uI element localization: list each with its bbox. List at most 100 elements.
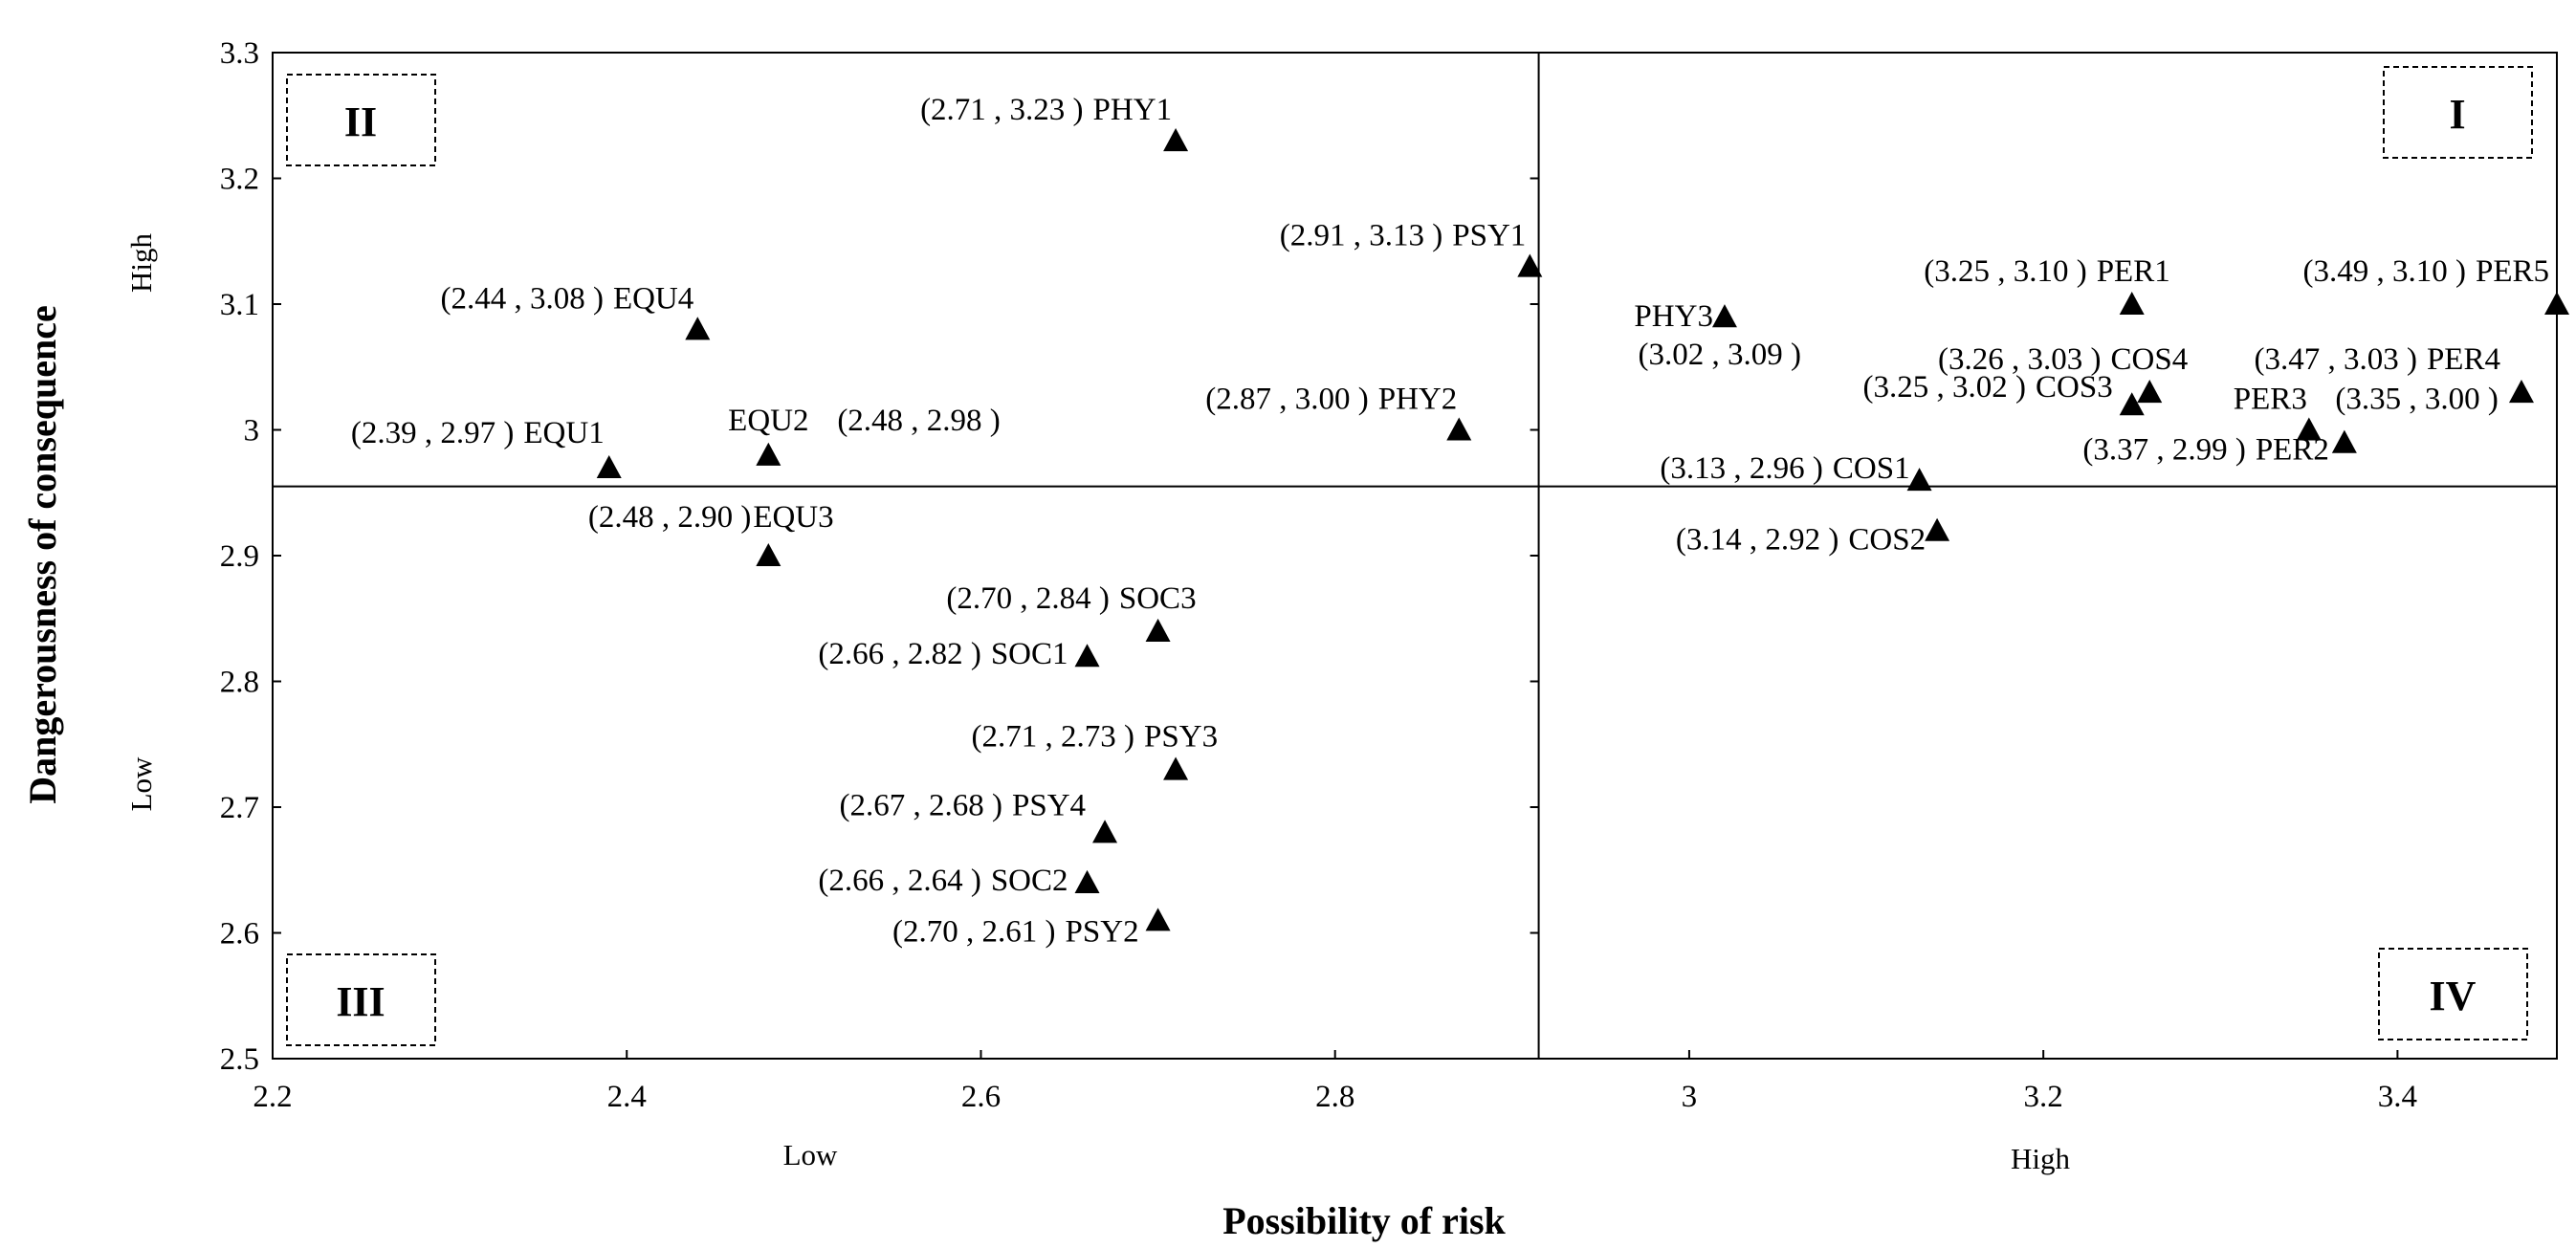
point-marker-cos4 (2137, 380, 2163, 404)
point-marker-soc1 (1074, 644, 1100, 668)
point-name-label: SOC2 (991, 864, 1068, 898)
point-name-label: PHY1 (1093, 93, 1173, 127)
point-name-label: EQU3 (753, 500, 833, 535)
point-name-label: PER3 (2234, 383, 2307, 417)
point-coord-label: (3.02 , 3.09 ) (1638, 338, 1800, 372)
point-coord-label: (3.49 , 3.10 ) (2302, 254, 2465, 289)
x-tick-label: 2.8 (1315, 1080, 1354, 1114)
x-tick-label: 3 (1682, 1080, 1698, 1114)
point-coord-label: (2.71 , 2.73 ) (972, 720, 1134, 755)
point-name-label: PER4 (2427, 342, 2500, 377)
quadrant-box-ii (286, 74, 436, 166)
point-marker-equ4 (685, 317, 711, 340)
y-tick-label: 2.6 (220, 917, 259, 952)
point-name-label: PHY3 (1634, 299, 1713, 334)
point-name-label: PSY4 (1012, 788, 1086, 822)
point-coord-label: (2.48 , 2.90 ) (588, 500, 751, 535)
y-high-label: High (124, 233, 158, 294)
point-name-label: PER1 (2097, 254, 2170, 289)
point-marker-per3 (2296, 417, 2322, 441)
y-tick-label: 3.2 (220, 163, 259, 197)
x-axis-title: Possibility of risk (1222, 1199, 1506, 1242)
point-coord-label: (3.35 , 3.00 ) (2335, 383, 2498, 417)
point-marker-per4 (2508, 380, 2534, 404)
x-tick-label: 3.2 (2024, 1080, 2063, 1114)
point-marker-equ1 (596, 454, 622, 478)
y-tick-label: 3 (244, 414, 260, 449)
y-axis-title: Dangerousness of consequence (21, 305, 64, 804)
quadrant-box-iii (286, 953, 436, 1046)
y-tick-label: 2.9 (220, 539, 259, 574)
point-coord-label: (2.66 , 2.64 ) (818, 864, 980, 898)
x-high-label: High (2011, 1142, 2071, 1175)
x-axis-ticks: 2.2 2.4 2.6 2.8 3 3.2 3.4 (253, 1050, 2417, 1114)
point-marker-equ2 (756, 442, 782, 466)
y-tick-label: 2.5 (220, 1042, 259, 1077)
point-coord-label: (2.44 , 3.08 ) (440, 281, 603, 316)
quadrant-label-iii: III (336, 978, 385, 1025)
point-marker-phy2 (1446, 417, 1472, 441)
point-coord-label: (2.91 , 3.13 ) (1280, 219, 1442, 253)
point-coord-label: (3.25 , 3.02 ) (1863, 370, 2026, 405)
point-name-label: EQU2 (728, 404, 808, 438)
point-name-label: COS1 (1833, 451, 1910, 486)
point-marker-phy1 (1163, 128, 1189, 152)
x-tick-label: 2.2 (253, 1080, 292, 1114)
point-marker-psy2 (1145, 908, 1171, 931)
point-coord-label: (3.47 , 3.03 ) (2254, 342, 2416, 377)
point-name-label: PER2 (2256, 433, 2329, 468)
point-coord-label: (2.87 , 3.00 ) (1205, 383, 1368, 417)
point-marker-per2 (2331, 429, 2357, 453)
point-name-label: PSY2 (1066, 914, 1139, 949)
quadrant-label-i: I (2449, 91, 2465, 138)
point-coord-label: (2.67 , 2.68 ) (840, 788, 1002, 822)
point-marker-psy1 (1517, 253, 1543, 277)
point-name-label: PER5 (2476, 254, 2549, 289)
y-tick-label: 2.8 (220, 666, 259, 700)
point-coord-label: (3.25 , 3.10 ) (1924, 254, 2086, 289)
point-name-label: EQU1 (523, 416, 604, 450)
point-coord-label: (3.37 , 2.99 ) (2082, 433, 2245, 468)
point-coord-label: (3.14 , 2.92 ) (1676, 523, 1838, 558)
quadrant-label-iv: IV (2430, 973, 2477, 1019)
point-marker-cos1 (1906, 468, 1932, 492)
point-coord-label: (3.26 , 3.03 ) (1938, 342, 2101, 377)
point-marker-soc2 (1074, 869, 1100, 893)
point-marker-soc3 (1145, 618, 1171, 642)
y-tick-label: 3.3 (220, 36, 259, 71)
quadrant-label-ii: II (344, 99, 377, 145)
point-name-label: EQU4 (613, 281, 694, 316)
quadrant-box-iv (2378, 948, 2528, 1040)
point-name-label: COS4 (2111, 342, 2189, 377)
point-name-label: PSY1 (1452, 219, 1526, 253)
point-coord-label: (2.66 , 2.82 ) (818, 637, 980, 671)
quadrant-box-i (2383, 66, 2533, 159)
x-tick-label: 2.6 (961, 1080, 1001, 1114)
point-coord-label: (3.13 , 2.96 ) (1660, 451, 1822, 486)
point-coord-label: (2.71 , 3.23 ) (920, 93, 1083, 127)
point-marker-psy3 (1163, 756, 1189, 780)
y-low-label: Low (124, 756, 158, 811)
point-name-label: COS3 (2036, 370, 2113, 405)
point-coord-label: (2.70 , 2.61 ) (892, 914, 1055, 949)
point-name-label: PSY3 (1144, 720, 1218, 755)
x-tick-label: 3.4 (2378, 1080, 2417, 1114)
point-name-label: PHY2 (1378, 383, 1458, 417)
point-coord-label: (2.48 , 2.98 ) (837, 404, 1000, 438)
point-marker-equ3 (756, 543, 782, 567)
point-marker-cos2 (1925, 517, 1950, 541)
data-points: PHY1 (2.71 , 3.23 ) PSY1 (2.91 , 3.13 ) EQU4… (351, 93, 2569, 949)
point-marker-psy4 (1092, 820, 1118, 843)
point-coord-label: (2.39 , 2.97 ) (351, 416, 514, 450)
plot-frame (272, 52, 2558, 1060)
point-name-label: SOC1 (991, 637, 1068, 671)
point-coord-label: (2.70 , 2.84 ) (946, 581, 1109, 616)
point-name-label: SOC3 (1119, 581, 1197, 616)
x-low-label: Low (783, 1138, 838, 1171)
point-name-label: COS2 (1848, 523, 1926, 558)
divider-ticks (1530, 52, 1539, 1060)
point-marker-cos3 (2119, 392, 2145, 416)
y-tick-label: 2.7 (220, 791, 259, 825)
point-marker-per5 (2544, 292, 2569, 316)
